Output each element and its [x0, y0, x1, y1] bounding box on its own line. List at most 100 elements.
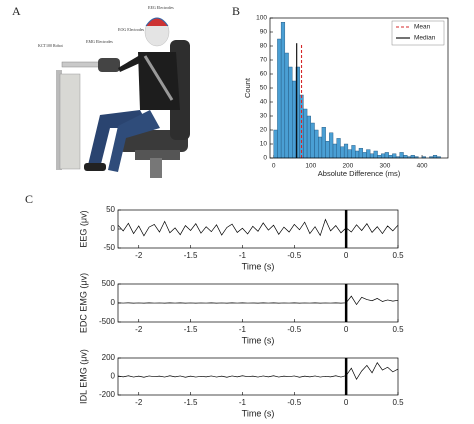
- y-tick-label: 70: [260, 57, 268, 64]
- y-tick-label: 100: [256, 15, 267, 22]
- bar: [273, 129, 278, 159]
- bar: [392, 153, 397, 159]
- bar: [347, 149, 352, 159]
- bar: [369, 153, 375, 159]
- y-tick-label: -500: [99, 317, 116, 326]
- legend-box: [391, 20, 445, 46]
- bar: [306, 115, 311, 159]
- y-tick-label: 50: [106, 205, 115, 214]
- x-axis-label: Time (s): [242, 408, 275, 418]
- bar: [377, 154, 382, 159]
- bar: [310, 122, 315, 159]
- x-tick-label: -1.5: [184, 398, 198, 407]
- bar: [381, 153, 386, 159]
- photo-label: EMG Electrodes: [86, 39, 113, 44]
- x-tick-label: 100: [305, 163, 316, 170]
- y-tick-label: 80: [260, 43, 268, 50]
- bar: [399, 152, 404, 159]
- x-tick-label: -1.5: [184, 325, 198, 334]
- bar: [325, 140, 330, 159]
- y-tick-label: 60: [260, 71, 268, 78]
- panel-label: B: [232, 4, 240, 18]
- bar: [321, 126, 326, 159]
- x-tick-label: 400: [417, 163, 428, 170]
- y-tick-label: 0: [111, 298, 116, 307]
- x-tick-label: 0.5: [392, 251, 404, 260]
- panel-label: A: [12, 4, 21, 18]
- axes-frame: [269, 17, 449, 159]
- y-tick-label: -200: [99, 390, 116, 399]
- bar: [329, 132, 334, 159]
- y-tick-label: 20: [260, 127, 268, 134]
- bar: [358, 147, 363, 159]
- y-axis-label: IDL EMG (μv): [78, 349, 88, 404]
- signal-line: [117, 295, 399, 306]
- y-tick-label: 10: [260, 141, 268, 148]
- x-tick-label: -1.5: [184, 251, 198, 260]
- photo-label: EOG Electrodes: [118, 27, 145, 32]
- bar: [280, 22, 286, 159]
- x-tick-label: -0.5: [287, 398, 301, 407]
- y-tick-label: 90: [260, 29, 268, 36]
- y-axis-label: EDC EMG (μv): [78, 273, 88, 333]
- x-tick-label: 0: [344, 398, 349, 407]
- photo: [56, 17, 190, 178]
- y-tick-label: -50: [103, 243, 115, 252]
- bar: [277, 38, 282, 159]
- bar: [410, 154, 415, 159]
- x-axis-label: Time (s): [242, 261, 275, 271]
- x-tick-label: -2: [135, 398, 143, 407]
- y-tick-label: 30: [260, 113, 268, 120]
- axes-frame: [117, 357, 399, 396]
- panel-label: C: [25, 192, 33, 206]
- x-tick-label: 200: [342, 163, 353, 170]
- bar: [373, 150, 378, 159]
- bar: [303, 108, 308, 159]
- bar: [292, 80, 297, 159]
- bar: [314, 129, 319, 159]
- y-tick-label: 0: [111, 372, 116, 381]
- signal-line: [117, 218, 399, 237]
- x-tick-label: -0.5: [287, 325, 301, 334]
- bar: [332, 143, 337, 159]
- legend-label: Median: [414, 35, 436, 42]
- bar: [362, 152, 367, 159]
- axes-frame: [117, 283, 399, 323]
- bar: [366, 149, 371, 159]
- bar: [343, 143, 349, 159]
- x-tick-label: -1: [239, 251, 247, 260]
- bar: [340, 146, 345, 159]
- x-tick-label: -1: [239, 325, 247, 334]
- bar: [284, 52, 289, 159]
- x-tick-label: -2: [135, 251, 143, 260]
- y-axis-label: Count: [243, 77, 252, 98]
- bar: [288, 66, 293, 159]
- x-tick-label: 300: [380, 163, 391, 170]
- x-tick-label: -2: [135, 325, 143, 334]
- bar: [355, 150, 360, 159]
- x-tick-label: 0.5: [392, 325, 404, 334]
- x-axis-label: Time (s): [242, 335, 275, 345]
- bar: [336, 138, 341, 159]
- photo-label: EEG Electrodes: [148, 5, 174, 10]
- legend-label: Mean: [414, 24, 431, 31]
- photo-label: KCT100 Robot: [38, 43, 64, 48]
- x-axis-label: Absolute Difference (ms): [318, 169, 401, 178]
- bar: [388, 154, 393, 159]
- y-tick-label: 50: [260, 85, 268, 92]
- x-tick-label: 0: [344, 251, 349, 260]
- bar: [318, 136, 323, 159]
- x-tick-label: -0.5: [287, 251, 301, 260]
- y-tick-label: 0: [111, 224, 116, 233]
- bar: [384, 152, 389, 159]
- bar: [351, 145, 356, 159]
- signal-line: [117, 361, 399, 381]
- x-tick-label: 0.5: [392, 398, 404, 407]
- bar: [403, 154, 408, 159]
- axes-frame: [117, 209, 399, 249]
- x-tick-label: 0: [344, 325, 349, 334]
- y-tick-label: 40: [260, 99, 268, 106]
- bar: [432, 154, 438, 159]
- y-tick-label: 0: [263, 155, 267, 162]
